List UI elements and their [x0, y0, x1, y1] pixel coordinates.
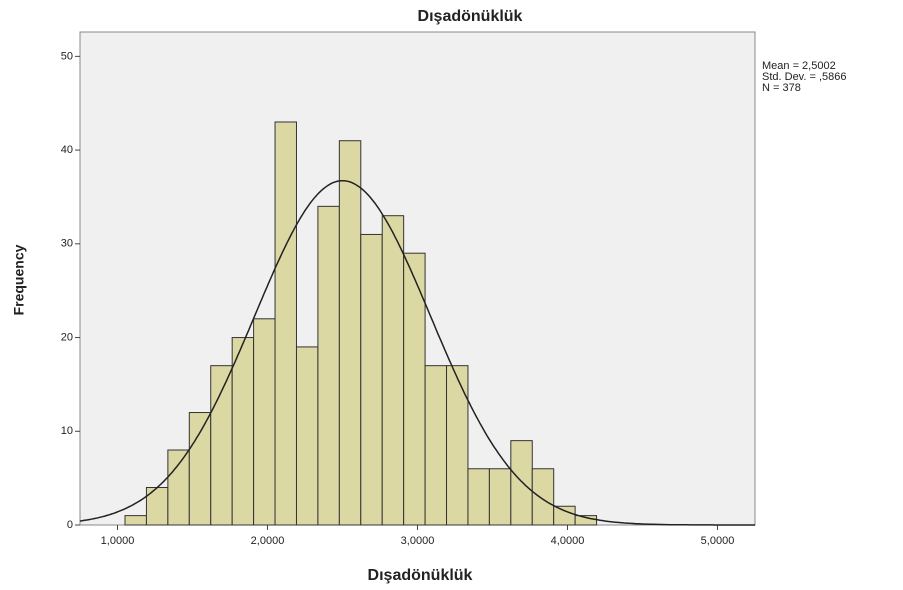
bar	[295, 346, 319, 526]
stats-label: Mean = 2,5002	[762, 60, 836, 72]
y-tick-label: 0	[67, 519, 73, 531]
stats-label: N = 378	[762, 82, 801, 94]
y-tick-label: 10	[61, 425, 73, 437]
x-tick-label: 3,0000	[401, 535, 435, 547]
x-tick-label: 5,0000	[701, 535, 735, 547]
bar	[381, 215, 405, 526]
y-tick-label: 20	[61, 331, 73, 343]
bar	[467, 468, 490, 526]
bar	[253, 318, 276, 526]
y-tick-label: 40	[61, 144, 73, 156]
bar	[124, 515, 147, 526]
bar	[338, 140, 362, 526]
y-tick-label: 30	[61, 238, 73, 250]
bar	[231, 337, 255, 526]
x-tick-label: 4,0000	[551, 535, 585, 547]
y-tick-label: 50	[61, 50, 73, 62]
normal-curve	[79, 179, 755, 526]
x-axis-label: Dışadönüklük	[368, 567, 473, 584]
stats-label: Std. Dev. = ,5866	[762, 71, 847, 83]
bar	[446, 365, 469, 526]
bar	[510, 440, 533, 526]
bar	[531, 468, 555, 526]
x-tick-label: 1,0000	[101, 535, 135, 547]
chart-title: Dışadönüklük	[418, 8, 523, 25]
x-tick-label: 2,0000	[251, 535, 285, 547]
bar	[553, 505, 576, 526]
bar	[424, 365, 448, 526]
y-axis-label: Frequency	[11, 244, 27, 315]
bar	[210, 365, 233, 526]
bar	[488, 468, 512, 526]
bar	[360, 233, 383, 526]
bar	[274, 121, 297, 526]
bar	[167, 449, 190, 526]
bar	[317, 205, 340, 526]
bar	[188, 412, 212, 526]
